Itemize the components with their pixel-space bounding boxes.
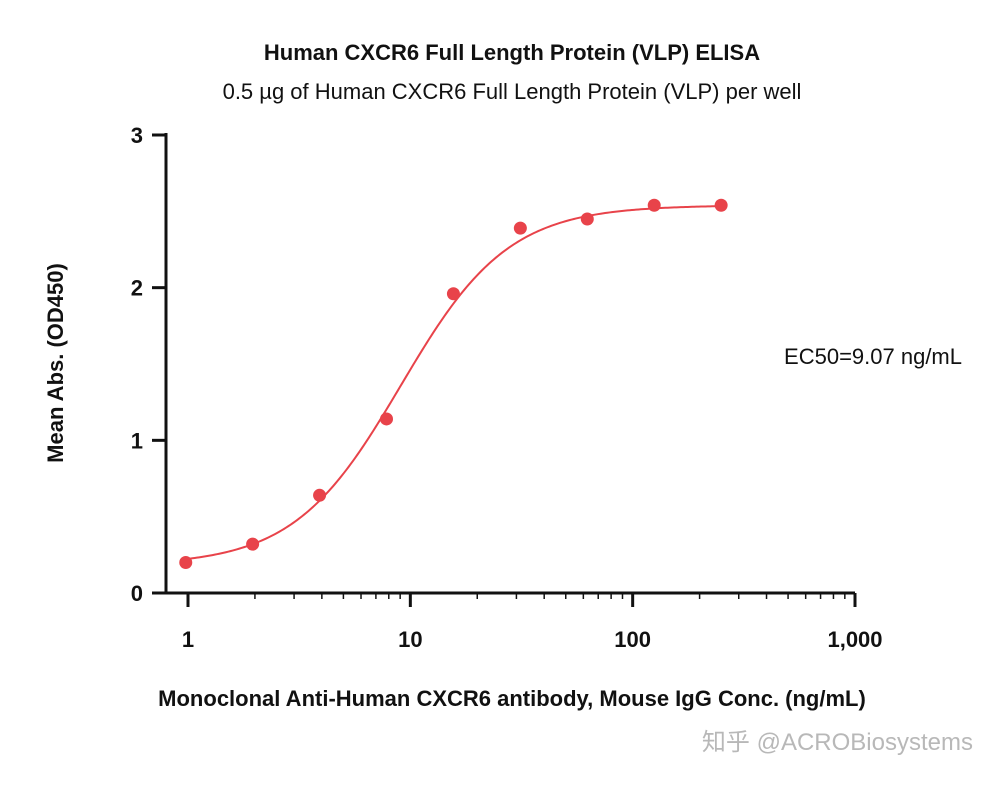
chart-subtitle: 0.5 µg of Human CXCR6 Full Length Protei… [223,79,802,104]
y-tick-label: 1 [131,428,143,453]
data-point [179,555,193,569]
x-ticks: 1 10 100 1,000 [182,593,883,652]
fit-curve [185,205,722,561]
x-axis-label: Monoclonal Anti-Human CXCR6 antibody, Mo… [158,686,866,711]
data-point [446,287,460,301]
axes [164,133,855,595]
data-point [246,537,260,551]
watermark: 知乎 @ACROBiosystems [702,729,973,756]
y-tick-label: 0 [131,581,143,606]
data-points [179,198,728,569]
x-tick-label: 1,000 [827,627,882,652]
data-point [580,212,594,226]
data-point [513,221,527,235]
data-point [714,198,728,212]
chart-title: Human CXCR6 Full Length Protein (VLP) EL… [264,40,760,65]
x-tick-label: 1 [182,627,194,652]
data-point [313,488,327,502]
x-tick-label: 10 [398,627,422,652]
y-ticks: 0 1 2 3 [131,123,166,606]
y-tick-label: 3 [131,123,143,148]
data-point [380,412,394,426]
x-minor-ticks [254,593,846,599]
x-tick-label: 100 [614,627,651,652]
y-axis-label: Mean Abs. (OD450) [43,263,68,463]
data-point [647,198,661,212]
y-tick-label: 2 [131,276,143,301]
ec50-annotation: EC50=9.07 ng/mL [784,344,962,369]
